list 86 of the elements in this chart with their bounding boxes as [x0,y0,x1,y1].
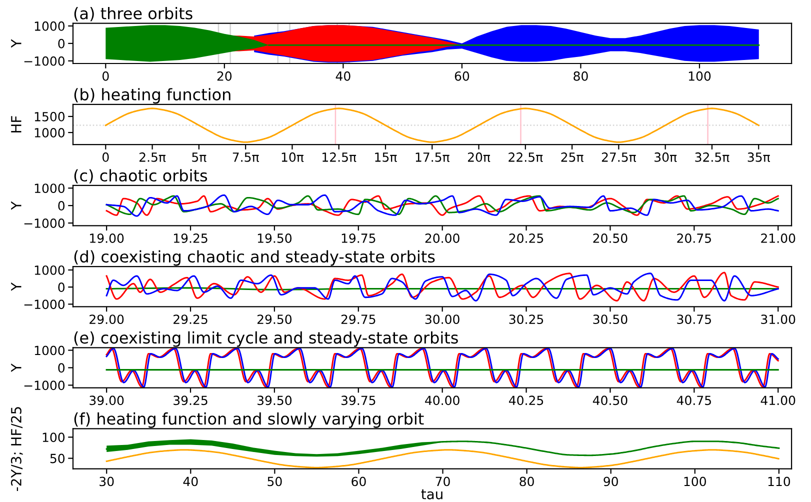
y-tick-label: 1000 [34,128,65,138]
x-tick-label: 40 [336,71,350,81]
y-tick-label: 0 [58,201,65,210]
y-tick-label: 0 [58,363,65,373]
x-tick-label: 40.25 [508,396,544,406]
y-axis-title: Y [11,39,22,48]
x-tick-label: 80 [574,71,588,81]
chart-title: (b) heating function [74,88,230,104]
x-tick-label: 25π [561,152,584,162]
x-tick-label: 20.50 [593,234,628,243]
x-tick-label: 29.50 [257,314,292,324]
x-tick-label: 12.5π [322,152,356,162]
y-tick-label: 50 [50,454,65,464]
x-tick-label: 20π [468,152,490,162]
x-tick-label: 60 [454,71,470,81]
y-tick-label: −1000 [24,380,65,390]
y-tick-label: 1500 [34,112,65,122]
y-tick-label: 1000 [34,265,65,275]
x-tick-label: 22.5π [508,152,543,162]
x-tick-label: 2.5π [140,152,166,162]
chart-title: (e) coexisting limit cycle and steady-state orbits [74,331,458,347]
y-axis-title: -2Y/3; HF/25 [10,407,23,491]
x-tick-label: 29.25 [174,314,208,324]
y-tick-label: 1000 [34,346,65,356]
x-tick-label: 21.00 [761,234,796,243]
chart-title: (c) chaotic orbits [74,169,208,184]
x-tick-label: 60 [352,476,366,486]
x-tick-label: 30.00 [425,314,460,324]
x-tick-label: 80 [520,476,534,486]
x-tick-label: 30 [100,476,114,486]
y-tick-label: 1000 [34,21,65,31]
x-tick-label: 40.75 [676,396,711,406]
y-tick-label: 0 [58,38,65,48]
x-tick-label: 30.25 [509,314,544,324]
x-tick-label: 15π [375,152,397,162]
y-tick-label: −1000 [24,300,65,310]
x-tick-label: 39.75 [341,396,376,406]
x-tick-label: 19.50 [258,234,292,243]
x-tick-label: 30.75 [677,314,711,324]
y-axis-title: Y [11,363,22,372]
x-tick-label: 31.00 [761,314,796,324]
y-tick-label: 0 [58,282,65,292]
x-tick-label: 40.50 [592,396,628,406]
x-tick-label: 40 [183,476,198,486]
x-tick-label: 39.25 [174,396,208,406]
x-tick-label: 5π [192,152,206,162]
x-tick-label: 110 [768,476,790,486]
x-tick-label: 20.25 [509,234,544,243]
x-tick-label: 70 [436,476,450,486]
x-tick-label: 17.5π [416,152,450,162]
x-tick-label: 100 [684,476,706,486]
x-tick-label: 39.00 [90,396,124,406]
x-tick-label: 41.00 [760,396,796,406]
x-tick-label: 19.00 [90,234,124,243]
y-axis-title: HF [11,116,22,132]
chart-title: (d) coexisting chaotic and steady-state orbits [74,250,435,266]
y-tick-label: 1000 [34,184,65,194]
x-tick-label: 30.50 [593,314,628,324]
x-tick-label: 39.50 [258,396,292,406]
x-tick-label: 0 [102,71,109,81]
chart-title: (f) heating function and slowly varying orbit [74,412,424,428]
x-tick-label: 0 [102,152,109,162]
x-tick-label: 27.5π [602,152,636,162]
x-tick-label: 20.00 [425,234,460,243]
x-tick-label: 20.75 [677,234,711,243]
x-tick-label: 29.00 [90,314,124,324]
x-tick-label: 50 [268,476,282,486]
y-axis-title: Y [11,201,22,210]
x-tick-label: 30π [654,152,677,162]
x-axis-title: tau [421,489,442,500]
x-tick-label: 90 [604,476,618,486]
chart-title: (a) three orbits [74,7,192,22]
x-tick-label: 7.5π [232,152,259,162]
y-tick-label: 100 [42,432,65,442]
x-tick-label: 10π [282,152,304,162]
x-tick-label: 29.75 [341,314,376,324]
y-axis-title: Y [11,282,22,291]
x-tick-label: 100 [688,71,711,81]
x-tick-label: 19.25 [174,234,208,243]
y-tick-label: −1000 [24,56,65,66]
y-tick-label: −1000 [24,218,65,228]
x-tick-label: 40.00 [425,396,460,406]
x-tick-label: 20 [217,71,232,81]
x-tick-label: 19.75 [342,234,376,243]
x-tick-label: 32.5π [695,152,730,162]
x-tick-label: 35π [748,152,770,162]
